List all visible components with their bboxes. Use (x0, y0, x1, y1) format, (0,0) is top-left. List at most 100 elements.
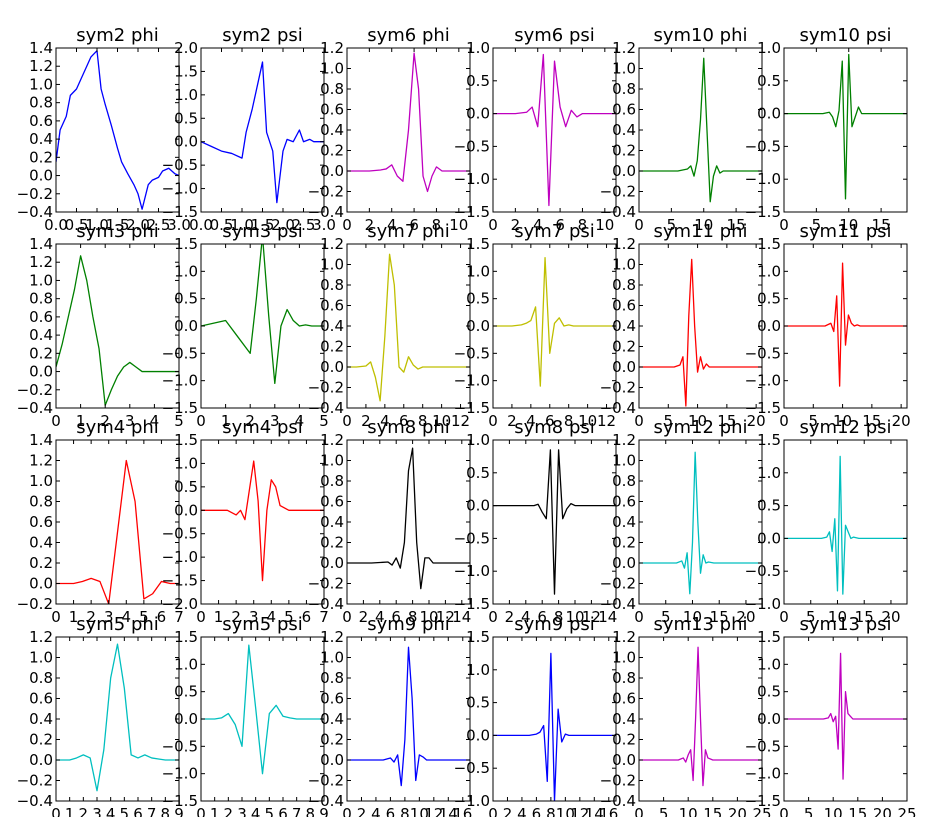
axes-frame (492, 636, 617, 802)
x-tick-label: 10 (578, 412, 597, 430)
x-tick-label: 4 (150, 412, 160, 430)
x-tick-label: 3.0 (312, 216, 336, 234)
y-tick-label: 1.0 (757, 262, 781, 280)
x-tick-label: 6 (532, 805, 542, 817)
y-tick-label: −0.5 (162, 156, 198, 174)
x-tick-label: 15 (848, 805, 867, 817)
y-tick-label: −0.2 (600, 575, 636, 593)
y-tick-label: −0.2 (17, 185, 53, 203)
subplot-sym10-phi: sym10 phi −0.4 −0.2 0.0 0.2 0.4 0.6 0.8 1.0 1.2 0 5… (600, 25, 763, 234)
axes-frame (638, 243, 763, 409)
x-tick-label: 0 (779, 805, 789, 817)
x-tick-label: 8 (578, 216, 588, 234)
y-tick-label: 0.8 (29, 669, 53, 687)
subplot-sym6-phi: sym6 phi −0.4 −0.2 0.0 0.2 0.4 0.6 0.8 1.0 1.2 0 2 4… (308, 25, 471, 234)
y-tick-label: 1.0 (320, 452, 344, 470)
x-tick-label: 20 (736, 608, 755, 626)
y-tick-label: 0.8 (29, 290, 53, 308)
y-tick-label: −0.4 (600, 203, 636, 221)
x-tick-label: 0 (488, 805, 498, 817)
x-tick-label: 4 (517, 805, 527, 817)
y-tick-label: −0.4 (308, 792, 344, 810)
y-tick-label: −0.5 (162, 737, 198, 755)
x-tick-label: 7 (319, 608, 329, 626)
y-tick-label: −1.0 (745, 765, 781, 783)
y-tick-label: 1.2 (612, 235, 636, 253)
subplot-title: sym10 psi (800, 25, 892, 46)
x-tick-label: 14 (598, 608, 617, 626)
x-tick-label: 5 (120, 805, 130, 817)
y-tick-label: −0.4 (600, 792, 636, 810)
x-tick-label: 2 (231, 608, 241, 626)
axes-frame (346, 243, 471, 409)
x-tick-label: 6 (386, 805, 396, 817)
y-tick-label: 1.2 (320, 39, 344, 57)
y-tick-label: 1.0 (320, 256, 344, 274)
series-line (347, 447, 470, 590)
axes-frame (783, 47, 908, 213)
x-tick-label: 7 (174, 608, 184, 626)
y-tick-label: −1.5 (162, 792, 198, 810)
x-tick-label: 5 (284, 608, 294, 626)
y-tick-label: 0.2 (612, 731, 636, 749)
y-tick-label: 0.0 (29, 575, 53, 593)
y-tick-label: 0.0 (612, 554, 636, 572)
y-tick-label: 0.0 (757, 710, 781, 728)
y-tick-label: 0.5 (466, 464, 490, 482)
y-tick-label: 0.2 (320, 534, 344, 552)
x-tick-label: 20 (873, 805, 892, 817)
y-tick-label: 1.2 (320, 235, 344, 253)
x-tick-label: 3 (125, 412, 135, 430)
y-tick-label: 1.5 (757, 628, 781, 646)
x-tick-label: 2 (86, 608, 96, 626)
y-tick-label: 0.4 (320, 513, 344, 531)
x-tick-label: 2 (505, 608, 515, 626)
y-tick-label: 0.4 (612, 513, 636, 531)
y-tick-label: 1.2 (612, 431, 636, 449)
y-tick-label: 0.2 (29, 148, 53, 166)
y-tick-label: 0.0 (174, 501, 198, 519)
y-tick-label: −0.2 (17, 595, 53, 613)
x-tick-label: 16 (599, 805, 618, 817)
axes-frame (783, 439, 908, 605)
subplot-sym9-phi: sym9 phi −0.4 −0.2 0.0 0.2 0.4 0.6 0.8 1.0 1.2 0 2 4… (308, 614, 473, 817)
y-tick-label: −0.5 (454, 344, 490, 362)
x-tick-label: 5 (664, 412, 674, 430)
x-tick-label: 3 (92, 805, 102, 817)
subplot-sym10-psi: sym10 psi −1.5 −1.0 −0.5 0.0 0.5 1.0 0 5 10 15 (745, 25, 908, 234)
y-tick-label: 1.2 (29, 628, 53, 646)
series-line (201, 61, 324, 204)
series-line (56, 643, 179, 792)
x-tick-label: 12 (424, 805, 443, 817)
y-tick-label: −1.0 (745, 372, 781, 390)
x-tick-label: 0 (779, 412, 789, 430)
y-tick-label: −0.4 (308, 203, 344, 221)
y-tick-label: 1.0 (466, 661, 490, 679)
x-tick-label: 2 (79, 805, 89, 817)
x-tick-label: 4 (526, 412, 536, 430)
y-tick-label: −1.0 (745, 170, 781, 188)
subplot-title: sym10 phi (653, 25, 747, 46)
x-tick-label: 0 (342, 412, 352, 430)
x-tick-label: 4 (375, 608, 385, 626)
y-tick-label: 1.4 (29, 235, 53, 253)
axes-frame (200, 243, 325, 409)
series-line (347, 52, 470, 193)
series-line (56, 50, 179, 210)
y-tick-label: −1.5 (162, 572, 198, 590)
subplot-sym3-psi: sym3 psi−1.5−1.0−0.50.00.51.01.50 1 2 3 4 5 (162, 221, 329, 430)
y-tick-label: 0.8 (320, 80, 344, 98)
y-tick-label: 1.2 (29, 452, 53, 470)
x-tick-label: 4 (387, 216, 397, 234)
x-tick-label: 0 (51, 412, 61, 430)
x-tick-label: 10 (432, 412, 451, 430)
y-tick-label: 1.0 (29, 271, 53, 289)
y-tick-label: 0.0 (174, 133, 198, 151)
y-tick-label: 1.0 (466, 39, 490, 57)
y-tick-label: −1.5 (745, 399, 781, 417)
x-tick-label: 1.0 (230, 216, 254, 234)
y-tick-label: 1.0 (29, 75, 53, 93)
y-tick-label: 0.5 (757, 497, 781, 515)
x-tick-label: 0 (488, 216, 498, 234)
